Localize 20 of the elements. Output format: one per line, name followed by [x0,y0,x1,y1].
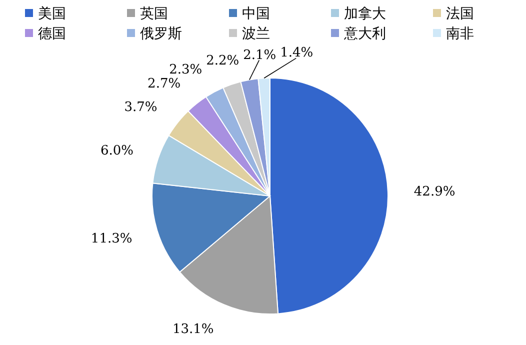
data-label: 2.1% [243,48,276,63]
legend-label: 波兰 [242,26,270,42]
legend-label: 意大利 [343,26,386,42]
legend-label: 俄罗斯 [140,26,182,42]
legend-label: 南非 [446,26,474,42]
data-label: 11.3% [90,231,132,246]
data-label: 42.9% [414,184,456,200]
data-label: 2.3% [169,62,202,78]
data-label: 6.0% [100,144,134,159]
data-label: 2.2% [206,53,240,68]
legend-label: 法国 [446,6,474,22]
data-label: 3.7% [124,100,158,115]
legend-label: 英国 [140,6,168,22]
legend-label: 德国 [38,26,66,42]
legend-label: 中国 [242,6,270,22]
data-label: 13.1% [172,322,214,338]
legend-label: 美国 [38,6,66,22]
data-label: 2.7% [148,76,181,92]
legend-label: 加拿大 [344,6,386,22]
data-label: 1.4% [280,46,314,61]
